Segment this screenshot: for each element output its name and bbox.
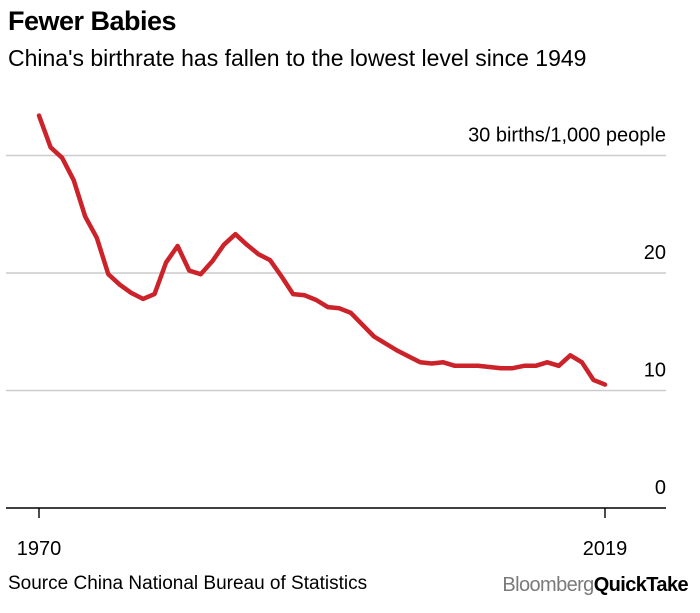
brand-logo-part2: QuickTake xyxy=(593,574,689,596)
chart-subtitle: China's birthrate has fallen to the lowe… xyxy=(8,45,587,71)
chart-title: Fewer Babies xyxy=(8,6,177,36)
y-tick-label-20: 20 xyxy=(644,242,666,264)
y-tick-label-30: 30 births/1,000 people xyxy=(468,125,666,147)
y-tick-label-10: 10 xyxy=(644,360,666,382)
source-note: Source China National Bureau of Statisti… xyxy=(8,573,368,594)
brand-logo-part1: Bloomberg xyxy=(502,574,594,596)
series-line-0 xyxy=(36,113,608,387)
y-tick-label-0: 0 xyxy=(655,477,666,499)
x-tick-label-1970: 1970 xyxy=(17,538,62,560)
brand-logo: BloombergQuickTake xyxy=(502,574,688,597)
x-tick-label-2019: 2019 xyxy=(583,538,628,560)
